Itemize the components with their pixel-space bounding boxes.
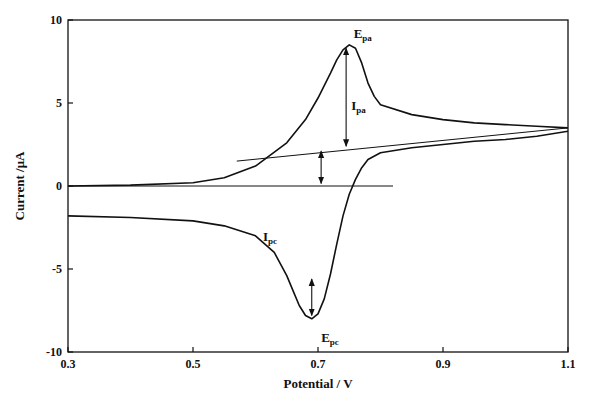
annotation-main: E xyxy=(321,330,330,345)
y-tick-label: -5 xyxy=(52,262,62,276)
chart: 0.3 0.5 0.7 0.9 1.1 -10 -5 0 5 10 Potential / V Cur… xyxy=(0,0,589,409)
plot-frame xyxy=(68,20,568,352)
x-tick xyxy=(567,347,568,352)
x-tick xyxy=(67,347,68,352)
x-tick-label: 0.9 xyxy=(436,357,451,371)
cv-curve xyxy=(68,45,568,186)
y-tick xyxy=(68,268,73,269)
arrow xyxy=(321,151,322,183)
annotation: Ipc xyxy=(263,229,277,246)
annotation: Epc xyxy=(321,330,339,347)
annotation-sub: pa xyxy=(362,33,372,43)
x-tick xyxy=(317,347,318,352)
arrow xyxy=(311,279,312,316)
y-tick-label: 5 xyxy=(56,96,62,110)
y-tick-label: 10 xyxy=(50,13,62,27)
x-tick-label: 0.7 xyxy=(311,357,326,371)
annotation-sub: pc xyxy=(330,337,339,347)
arrow xyxy=(346,48,347,146)
y-axis-title: Current /μA xyxy=(12,151,27,220)
y-tick xyxy=(68,102,73,103)
plot-area xyxy=(68,45,568,319)
y-tick-label: -10 xyxy=(46,345,62,359)
annotation: Epa xyxy=(354,26,373,43)
annotation: Ipa xyxy=(351,98,366,115)
cv-curve xyxy=(68,131,568,319)
annotation-main: E xyxy=(354,26,363,41)
y-tick xyxy=(68,19,73,20)
x-tick-label: 0.3 xyxy=(61,357,76,371)
x-tick xyxy=(192,347,193,352)
x-tick-label: 0.5 xyxy=(186,357,201,371)
baseline xyxy=(237,128,568,161)
annotation-sub: pa xyxy=(356,105,366,115)
annotation-sub: pc xyxy=(268,236,277,246)
y-tick xyxy=(68,351,73,352)
x-tick xyxy=(442,347,443,352)
x-axis-title: Potential / V xyxy=(283,376,353,391)
y-tick-label: 0 xyxy=(56,179,62,193)
x-tick-label: 1.1 xyxy=(561,357,576,371)
